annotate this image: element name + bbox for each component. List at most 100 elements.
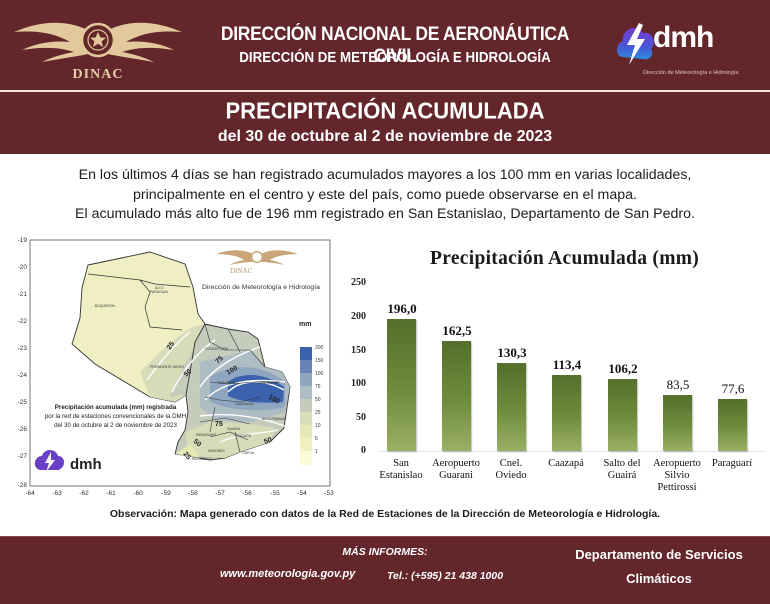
svg-text:-27: -27 [18, 453, 28, 460]
dmh-logo-word: dmh [653, 21, 714, 54]
svg-text:-64: -64 [25, 490, 35, 497]
map-legend-unit: mm [299, 321, 312, 328]
svg-text:-21: -21 [18, 291, 28, 298]
category-line: Guairá [607, 470, 637, 481]
dmh-logo: dmh Dirección de Meteorología e Hidrolog… [615, 17, 765, 81]
y-tick: 150 [351, 345, 366, 356]
header-band: DINAC DIRECCIÓN NACIONAL DE AERONÁUTICA … [0, 0, 770, 89]
category-line: Pettirossi [657, 482, 697, 493]
svg-text:1: 1 [315, 449, 318, 455]
department-line-2: Climáticos [626, 571, 692, 586]
svg-text:75: 75 [315, 384, 321, 390]
website-link[interactable]: www.meteorologia.gov.py [220, 568, 356, 580]
page-period: del 30 de octubre al 2 de noviembre de 2… [217, 128, 553, 145]
svg-text:-19: -19 [18, 237, 28, 244]
svg-text:CAAGUAZÚ: CAAGUAZÚ [235, 401, 254, 406]
category-line: Estanislao [379, 470, 423, 481]
page-title: PRECIPITACIÓN ACUMULADA [225, 97, 545, 124]
svg-text:-23: -23 [18, 345, 28, 352]
svg-text:50: 50 [263, 437, 273, 446]
svg-text:10: 10 [315, 423, 321, 429]
bar-value-label: 106,2 [608, 361, 638, 376]
map-caption-line-3: del 30 de octubre al 2 de noviembre de 2… [54, 422, 177, 429]
bar-value-label: 162,5 [442, 323, 472, 338]
svg-text:ALTO PARANÁ: ALTO PARANÁ [262, 417, 286, 421]
svg-text:BOQUERÓN: BOQUERÓN [95, 303, 115, 308]
svg-text:50: 50 [192, 438, 203, 448]
svg-text:SAN PEDRO: SAN PEDRO [218, 381, 238, 385]
header-divider [0, 89, 770, 93]
precipitation-map: 25 50 75 100 150 75 50 50 25 ALTO PARAGUA… [0, 232, 340, 500]
svg-text:-58: -58 [188, 490, 198, 497]
bar-value-label: 196,0 [387, 301, 417, 316]
svg-text:5: 5 [315, 436, 318, 442]
category-line: Guarani [439, 470, 473, 481]
svg-text:150: 150 [315, 358, 324, 364]
more-info-label: MÁS INFORMES: [342, 546, 428, 558]
bar-caazapa [552, 375, 581, 451]
map-caption-line-1: Precipitación acumulada (mm) registrada [54, 404, 177, 411]
bar-value-label: 77,6 [721, 381, 745, 396]
intro-line-3: El acumulado más alto fue de 196 mm regi… [75, 206, 695, 222]
svg-text:100: 100 [226, 365, 240, 377]
svg-text:-28: -28 [18, 482, 28, 489]
svg-text:75: 75 [215, 421, 223, 428]
svg-text:PRESIDENTE HAYES: PRESIDENTE HAYES [150, 365, 185, 369]
category-label: Aeropuerto Guarani [424, 458, 488, 482]
svg-text:-20: -20 [18, 264, 28, 271]
category-line: Caazapá [548, 458, 584, 469]
svg-text:CANINDEYÚ: CANINDEYÚ [258, 380, 279, 385]
category-line: Paraguarí [711, 458, 753, 469]
svg-text:-54: -54 [297, 490, 307, 497]
svg-text:CONCEPCIÓN: CONCEPCIÓN [205, 346, 229, 351]
map-watermark-caption: Dirección de Meteorología e Hidrología [202, 284, 320, 291]
svg-text:50: 50 [183, 368, 194, 378]
category-label: Aeropuerto Silvio Pettirossi [645, 458, 709, 494]
bar-salto-del-guaira [608, 379, 637, 451]
category-line: Cnel. [499, 458, 523, 469]
y-tick: 50 [356, 412, 366, 423]
observation-note: Observación: Mapa generado con datos de … [109, 508, 661, 520]
phone-number: Tel.: (+595) 21 438 1000 [387, 570, 504, 582]
category-line: Silvio [664, 470, 690, 481]
svg-text:-55: -55 [270, 490, 280, 497]
svg-text:150: 150 [267, 394, 281, 406]
svg-text:25: 25 [181, 451, 191, 462]
svg-text:PARAGUARÍ: PARAGUARÍ [196, 433, 216, 437]
winged-emblem-icon [14, 22, 182, 62]
y-tick: 200 [351, 311, 366, 322]
map-watermark-wings-icon [215, 250, 299, 265]
svg-text:ALTO: ALTO [155, 286, 164, 290]
svg-text:-56: -56 [242, 490, 252, 497]
svg-text:-59: -59 [161, 490, 171, 497]
svg-text:PARAGUAY: PARAGUAY [150, 290, 169, 294]
title-band [0, 93, 770, 154]
map-caption-line-2: por la red de estaciones convencionales … [44, 413, 187, 420]
svg-text:-60: -60 [133, 490, 143, 497]
precipitation-bar-chart: Precipitación Acumulada (mm) 250 200 150… [340, 240, 770, 500]
y-tick: 250 [351, 277, 366, 288]
dinac-logo: DINAC [12, 14, 184, 86]
category-line: Oviedo [495, 470, 527, 481]
org-title: DIRECCIÓN NACIONAL DE AERONÁUTICA CIVIL [220, 24, 570, 67]
dinac-logo-text: DINAC [72, 67, 124, 82]
bar-value-label: 113,4 [552, 357, 582, 372]
dmh-logo-subtext: Dirección de Meteorología e Hidrología [643, 70, 739, 76]
svg-text:-26: -26 [18, 426, 28, 433]
svg-text:ITAPÚA: ITAPÚA [242, 450, 255, 455]
svg-text:-25: -25 [18, 399, 28, 406]
bar-aeropuerto-guarani [442, 341, 471, 451]
intro-line-1: En los últimos 4 días se han registrado … [78, 167, 692, 183]
svg-text:25: 25 [166, 341, 176, 351]
y-tick: 100 [351, 378, 366, 389]
svg-text:CAAZAPÁ: CAAZAPÁ [235, 434, 252, 438]
svg-text:100: 100 [315, 371, 324, 377]
bar-paraguari [718, 399, 747, 451]
svg-text:-22: -22 [18, 318, 28, 325]
svg-text:-62: -62 [79, 490, 89, 497]
svg-text:-57: -57 [215, 490, 225, 497]
category-line: Aeropuerto [653, 458, 701, 469]
department-name: Departamento de Servicios Climáticos [556, 543, 762, 591]
org-subtitle: DIRECCIÓN DE METEOROLOGÍA E HIDROLOGÍA [239, 50, 551, 66]
map-caption: Precipitación acumulada (mm) registrada … [28, 403, 203, 430]
